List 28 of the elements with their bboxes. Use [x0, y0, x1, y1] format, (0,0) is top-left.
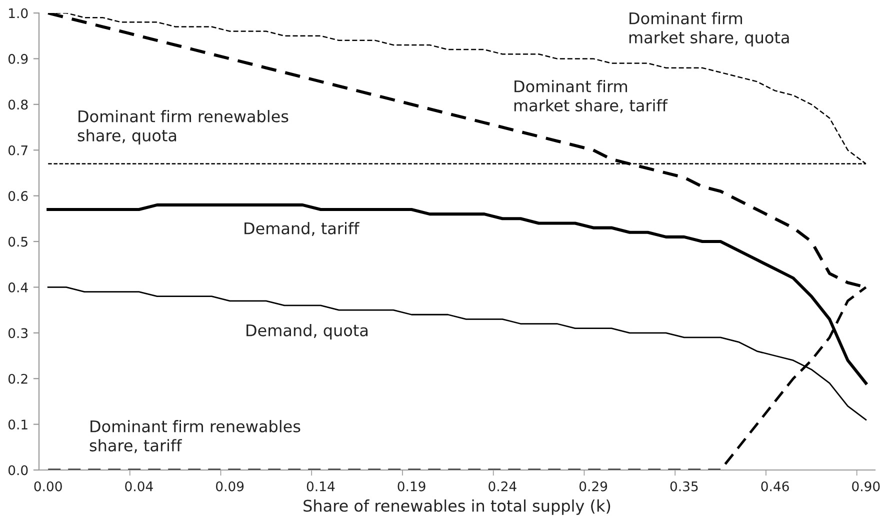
y-tick-label: 0.0	[8, 465, 28, 476]
x-tick-label: 0.90	[852, 481, 880, 492]
x-tick-label: 0.29	[579, 481, 608, 492]
y-tick-label: 0.1	[8, 420, 28, 430]
series-label: Dominant firm renewables share, quota	[78, 110, 288, 145]
x-tick-label: 0.09	[216, 481, 244, 492]
y-tick-label: 0.7	[8, 145, 28, 156]
series-label: Demand, tariff	[244, 222, 360, 236]
x-tick-label: 0.14	[306, 481, 335, 492]
y-tick-label: 0.9	[8, 54, 28, 64]
y-tick-label: 0.5	[8, 236, 28, 247]
y-tick-label: 0.6	[8, 191, 28, 201]
x-tick-label: 0.04	[125, 481, 153, 492]
x-tick-label: 0.35	[670, 481, 698, 492]
y-tick-label: 0.3	[8, 328, 28, 338]
x-axis-title: Share of renewables in total supply (k)	[304, 499, 610, 515]
series-label: Demand, quota	[246, 324, 368, 340]
series-label: Dominant firm market share, tariff	[514, 80, 668, 114]
y-tick-label: 1.0	[9, 8, 28, 18]
y-tick-label: 0.8	[8, 100, 28, 110]
x-tick-label: 0.24	[488, 481, 516, 492]
y-tick-label: 0.4	[8, 282, 28, 292]
y-tick-label: 0.2	[8, 374, 28, 384]
x-tick-label: 0.19	[398, 481, 426, 492]
series-label: Dominant firm market share, quota	[629, 12, 789, 47]
series-label: Dominant firm renewables share, tariff	[90, 420, 300, 454]
x-tick-label: 0.00	[34, 481, 62, 492]
x-tick-label: 0.46	[761, 481, 789, 492]
